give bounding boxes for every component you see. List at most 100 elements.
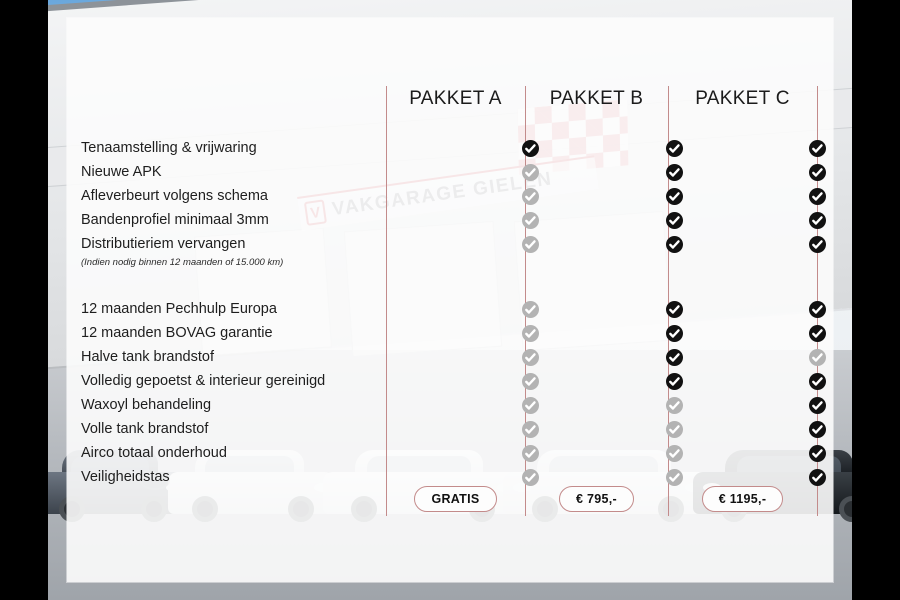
column-header-pakket-c: PAKKET C <box>695 88 790 109</box>
check-icon <box>521 139 539 157</box>
price-badge-pakket-b[interactable]: € 795,- <box>558 486 635 512</box>
check-icon <box>802 465 832 489</box>
check-icon <box>665 348 683 366</box>
check-icon-disabled <box>521 187 539 205</box>
check-icon <box>808 187 826 205</box>
check-icon-disabled <box>515 369 545 393</box>
check-icon-disabled <box>515 184 545 208</box>
spacer <box>802 274 832 297</box>
check-icon-disabled <box>808 348 826 366</box>
spacer <box>659 256 689 274</box>
check-icon-disabled <box>521 420 539 438</box>
check-icon-disabled <box>659 417 689 441</box>
check-icon-disabled <box>521 300 539 318</box>
check-icon-disabled <box>515 321 545 345</box>
check-icon-disabled <box>521 324 539 342</box>
feature-label: 12 maanden Pechhulp Europa <box>81 301 277 317</box>
feature-label: Airco totaal onderhoud <box>81 445 227 461</box>
check-icon <box>659 297 689 321</box>
check-icon <box>802 297 832 321</box>
price-row: GRATIS € 795,- € 1195,- <box>386 484 817 514</box>
feature-label: Bandenprofiel minimaal 3mm <box>81 212 269 228</box>
check-icon <box>665 235 683 253</box>
column-header-pakket-b: PAKKET B <box>549 88 644 109</box>
check-icon <box>659 160 689 184</box>
check-icon-disabled <box>659 441 689 465</box>
feature-label: Veiligheidstas <box>81 469 170 485</box>
check-icon <box>802 393 832 417</box>
check-icon-disabled <box>802 345 832 369</box>
feature-label: Volledig gepoetst & interieur gereinigd <box>81 373 326 389</box>
check-icon <box>802 441 832 465</box>
feature-label: Volle tank brandstof <box>81 421 209 437</box>
check-icon <box>659 321 689 345</box>
check-icon <box>665 139 683 157</box>
letterbox-bar-right <box>852 0 900 600</box>
group-spacer <box>81 274 381 297</box>
feature-label: Nieuwe APK <box>81 164 162 180</box>
column-divider <box>668 86 669 516</box>
check-icon-disabled <box>515 297 545 321</box>
check-icon <box>802 321 832 345</box>
feature-label: Afleverbeurt volgens schema <box>81 188 268 204</box>
feature-label-list: Tenaamstelling & vrijwaring Nieuwe APK Afl… <box>81 136 381 489</box>
check-icon-disabled <box>515 441 545 465</box>
check-icon <box>659 345 689 369</box>
check-icon-disabled <box>521 235 539 253</box>
check-icon-disabled <box>665 444 683 462</box>
check-icon-disabled <box>521 396 539 414</box>
check-icon-disabled <box>515 393 545 417</box>
check-icon <box>802 417 832 441</box>
check-icon-disabled <box>515 208 545 232</box>
price-slot-pakket-c: € 1195,- <box>668 486 817 512</box>
check-icon <box>659 208 689 232</box>
check-icon <box>515 136 545 160</box>
letterbox-bar-left <box>0 0 48 600</box>
feature-label: Tenaamstelling & vrijwaring <box>81 140 257 156</box>
check-icon <box>665 163 683 181</box>
check-icon <box>808 396 826 414</box>
check-icon-disabled <box>665 420 683 438</box>
feature-label: Waxoyl behandeling <box>81 397 212 413</box>
spacer <box>515 274 545 297</box>
check-icon-disabled <box>659 465 689 489</box>
check-icon <box>659 369 689 393</box>
check-icon-disabled <box>521 211 539 229</box>
check-icon-disabled <box>515 160 545 184</box>
feature-label-note: (Indien nodig binnen 12 maanden of 15.00… <box>81 257 284 268</box>
check-icon <box>802 208 832 232</box>
check-column-pakket-c <box>802 136 832 489</box>
check-icon-disabled <box>521 372 539 390</box>
package-comparison-card: PAKKET A PAKKET B PAKKET C Tenaamstellin… <box>67 18 833 582</box>
check-icon-disabled <box>521 444 539 462</box>
check-column-pakket-a <box>515 136 545 489</box>
price-badge-pakket-a[interactable]: GRATIS <box>414 486 497 512</box>
check-icon <box>802 184 832 208</box>
check-icon-disabled <box>665 396 683 414</box>
price-slot-pakket-b: € 795,- <box>525 486 668 512</box>
check-icon-disabled <box>521 163 539 181</box>
check-icon <box>659 136 689 160</box>
check-icon-disabled <box>515 232 545 256</box>
spacer <box>515 256 545 274</box>
check-icon <box>808 211 826 229</box>
check-icon <box>665 324 683 342</box>
check-icon <box>802 369 832 393</box>
check-icon <box>665 187 683 205</box>
check-icon-disabled <box>515 345 545 369</box>
check-icon <box>659 184 689 208</box>
check-icon-disabled <box>659 393 689 417</box>
check-icon <box>659 232 689 256</box>
check-icon-disabled <box>515 465 545 489</box>
price-badge-pakket-c[interactable]: € 1195,- <box>701 486 784 512</box>
spacer <box>802 256 832 274</box>
check-icon <box>808 420 826 438</box>
feature-label: Halve tank brandstof <box>81 349 214 365</box>
check-icon-disabled <box>665 468 683 486</box>
check-column-pakket-b <box>659 136 689 489</box>
check-icon <box>802 232 832 256</box>
spacer <box>659 274 689 297</box>
check-icon <box>665 211 683 229</box>
check-icon <box>802 136 832 160</box>
